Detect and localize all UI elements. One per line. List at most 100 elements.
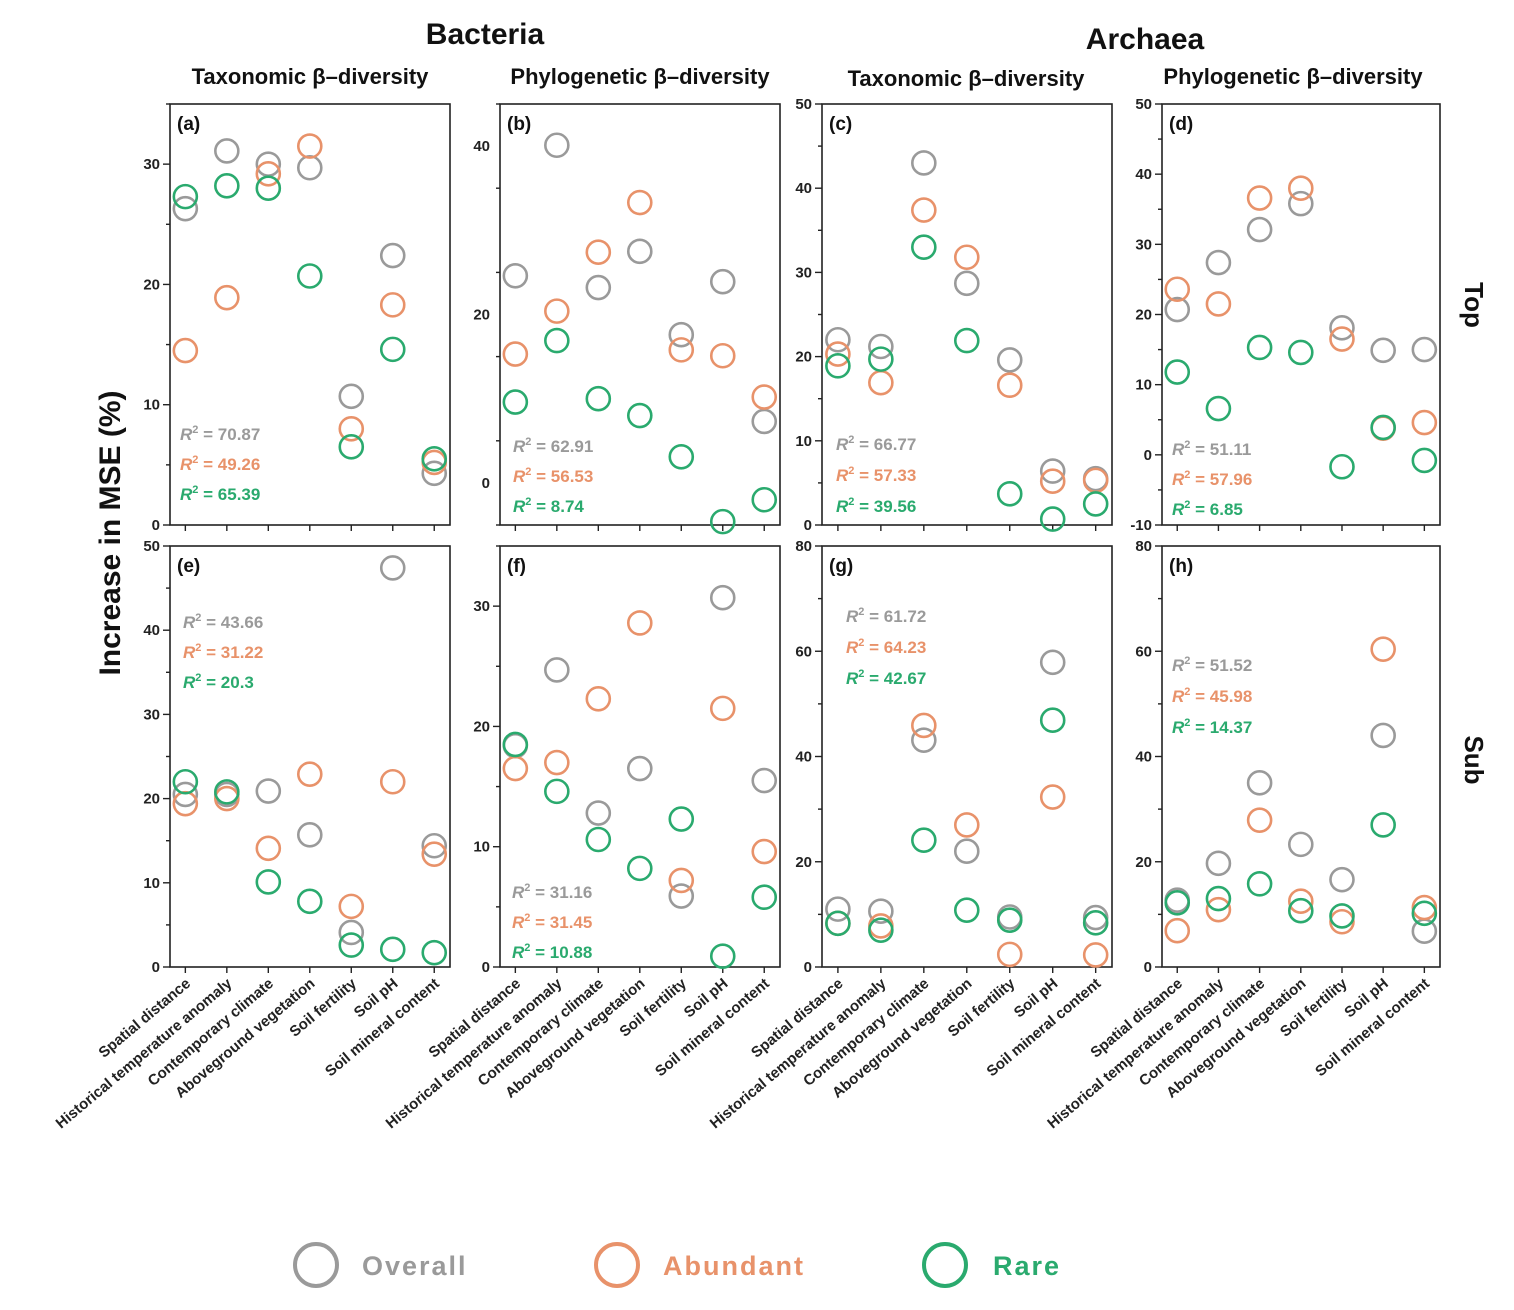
y-tick-label: 20: [473, 718, 490, 735]
point-abundant: [668, 867, 695, 894]
y-tick-label: 0: [804, 517, 812, 534]
legend-item-overall: Overall: [293, 1242, 468, 1288]
point-abundant: [502, 341, 529, 367]
row-label-sub: Sub: [1459, 735, 1489, 784]
point-abundant: [1246, 807, 1273, 833]
point-overall: [379, 555, 406, 581]
point-abundant: [1164, 276, 1191, 303]
y-tick-label: 20: [143, 276, 160, 293]
point-abundant: [668, 337, 695, 363]
point-abundant: [544, 749, 570, 776]
point-overall: [502, 262, 529, 289]
point-rare: [1039, 707, 1066, 733]
point-abundant: [1205, 896, 1232, 923]
row-label-top: Top: [1459, 282, 1489, 328]
point-rare: [296, 263, 323, 289]
point-abundant: [1246, 185, 1273, 211]
point-rare: [709, 508, 736, 535]
r2-label-abundant: R2 = 57.96: [1172, 469, 1252, 489]
point-abundant: [1370, 636, 1396, 662]
point-rare: [751, 486, 778, 513]
r2-label-overall: R2 = 51.52: [1172, 655, 1252, 675]
point-rare: [379, 936, 406, 963]
y-tick-label: 0: [152, 517, 160, 534]
point-rare: [502, 389, 529, 415]
group-title-bacteria: Bacteria: [426, 18, 545, 51]
point-abundant: [585, 685, 612, 712]
point-overall: [1329, 866, 1355, 893]
point-abundant: [953, 244, 980, 271]
y-tick-label: 0: [1144, 959, 1152, 976]
point-rare: [868, 917, 894, 943]
r2-label-overall: R2 = 70.87: [180, 424, 260, 444]
r2-label-overall: R2 = 51.11: [1172, 439, 1251, 459]
point-overall: [1082, 904, 1109, 931]
point-rare: [338, 434, 365, 460]
y-tick-label: 40: [143, 622, 160, 639]
point-rare: [1329, 903, 1355, 929]
y-tick-label: 40: [795, 749, 812, 766]
point-overall: [1205, 249, 1232, 276]
x-tick-label: Historical temperature anomaly: [53, 975, 236, 1133]
point-overall: [1246, 770, 1273, 796]
legend-marker-overall: [293, 1242, 339, 1288]
panel-a: 0 10 20 30 (a) R2 = 70.87 R2 = 49.26 R2 = 65.39: [143, 103, 451, 534]
point-overall: [296, 822, 323, 848]
point-rare: [544, 327, 570, 354]
point-abundant: [1287, 175, 1314, 201]
point-abundant: [296, 761, 323, 787]
y-tick-label: 30: [143, 156, 160, 173]
r2-label-rare: R2 = 6.85: [1172, 499, 1243, 519]
point-overall: [1246, 216, 1273, 243]
legend-label-overall: Overall: [362, 1251, 468, 1281]
point-overall: [626, 238, 653, 265]
point-abundant: [996, 372, 1023, 399]
y-tick-label: 50: [795, 96, 812, 113]
point-overall: [172, 781, 199, 808]
y-tick-label: 60: [795, 643, 812, 660]
point-overall: [751, 408, 778, 435]
point-abundant: [338, 415, 365, 442]
point-overall: [544, 657, 570, 683]
point-overall: [709, 268, 736, 295]
point-rare: [1082, 909, 1109, 936]
point-rare: [751, 884, 778, 911]
r2-label-overall: R2 = 31.16: [512, 882, 592, 902]
r2-label-rare: R2 = 65.39: [180, 484, 260, 504]
point-abundant: [379, 768, 406, 795]
point-abundant: [296, 133, 323, 159]
point-overall: [1164, 296, 1191, 323]
y-tick-label: 20: [795, 854, 812, 871]
point-overall: [626, 755, 653, 782]
r2-label-abundant: R2 = 31.45: [512, 912, 592, 932]
y-tick-label: 10: [1135, 377, 1152, 394]
point-rare: [214, 779, 240, 805]
r2-label-overall: R2 = 66.77: [836, 434, 916, 454]
panels: 0 10 20 30 (a) R2 = 70.87 R2 = 49.26 R2 = 65.39…: [53, 96, 1441, 1133]
point-overall: [255, 778, 282, 804]
r2-label-abundant: R2 = 64.23: [846, 637, 926, 657]
point-rare: [544, 778, 570, 805]
point-abundant: [626, 189, 653, 216]
y-tick-label: 80: [1135, 538, 1152, 555]
legend-marker-abundant: [594, 1242, 640, 1288]
point-rare: [585, 385, 612, 412]
point-abundant: [255, 160, 282, 187]
point-rare: [1246, 871, 1273, 897]
legend-marker-rare: [922, 1242, 968, 1288]
y-tick-label: 10: [143, 397, 160, 414]
legend-label-abundant: Abundant: [663, 1251, 805, 1281]
legend-label-rare: Rare: [993, 1251, 1061, 1281]
point-overall: [825, 896, 851, 922]
panel-letter: (e): [177, 556, 200, 577]
r2-label-abundant: R2 = 56.53: [513, 466, 593, 486]
y-tick-label: 20: [795, 349, 812, 366]
point-rare: [1082, 491, 1109, 517]
point-rare: [1205, 395, 1232, 422]
point-overall: [1329, 315, 1355, 341]
point-rare: [996, 481, 1023, 507]
r2-label-rare: R2 = 20.3: [183, 672, 254, 692]
panel-letter: (b): [507, 114, 531, 135]
point-rare: [255, 175, 282, 201]
point-overall: [668, 883, 695, 909]
